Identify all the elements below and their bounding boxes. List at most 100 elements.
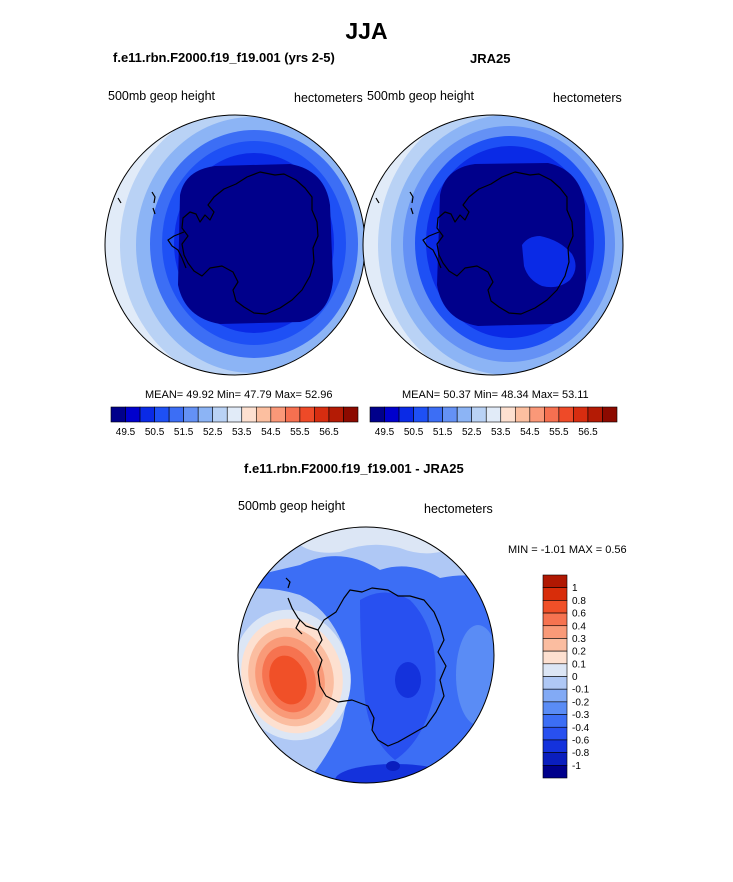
panel1-colorbar-swatch [285,406,301,423]
panel2-colorbar-tick-label: 54.5 [520,427,540,438]
panel3-colorbar-swatch [542,714,568,728]
panel3-colorbar-tick-label: -0.8 [572,748,590,759]
panel2-colorbar-swatch [500,406,516,423]
panel2-colorbar-tick-label: 50.5 [404,427,424,438]
panel3-colorbar-swatch [542,574,568,588]
panel1-colorbar-tick-label: 53.5 [232,427,252,438]
panel1-south-america-tip [117,191,156,215]
panel1-colorbar-swatch [226,406,243,423]
panel2-map [363,115,623,375]
panel1-colorbar-tick-label: 50.5 [145,427,165,438]
panel3-colorbar-tick-label: 0 [572,672,578,683]
panel1-title: f.e11.rbn.F2000.f19_f19.001 (yrs 2-5) [113,50,335,65]
panel1-colorbar-swatch [328,406,344,423]
panel1-colorbar-swatch [299,406,315,423]
panel2-colorbar-swatch [456,406,473,423]
panel2-colorbar-swatch [398,406,414,423]
panel1-colorbar-tick-label: 55.5 [290,427,310,438]
panel3-colorbar-tick-label: -0.6 [572,735,590,746]
panel1-colorbar-swatch [241,406,257,423]
panel1-antarctica-coast [181,171,319,315]
panel3-colorbar-swatch [542,612,568,627]
panel2-colorbar-swatch [471,406,487,423]
panel2-max-label: Max= [531,389,559,401]
panel3-colorbar-swatch [542,688,568,703]
panel2-colorbar-swatch [558,406,574,423]
panel2-south-america-tip [375,191,414,215]
panel1-left-label: 500mb geop height [108,89,216,103]
panel2-colorbar: 49.5 50.5 51.5 52.5 53.5 54.5 55.5 56.5 [369,406,618,438]
panel2-stats: MEAN= 50.37 Min= 48.34 Max= 53.11 [402,389,589,401]
panel3-title: f.e11.rbn.F2000.f19_f19.001 - JRA25 [244,461,464,476]
panel2-colorbar-swatch [587,406,603,423]
panel2-colorbar-tick-label: 49.5 [375,427,395,438]
panel2-mean-value: 50.37 [443,389,471,401]
panel3-min-value: -1.01 [540,544,566,556]
panel1-colorbar-tick-label: 54.5 [261,427,281,438]
panel1-colorbar-swatch [168,406,184,423]
panel3-colorbar-swatch [542,701,568,715]
panel3-colorbar-swatch [542,739,568,753]
panel3-colorbar-tick-label: 0.8 [572,596,586,607]
panel1-colorbar-swatch [212,406,228,423]
panel1-colorbar-swatch [343,406,359,423]
panel3-center-low-core [395,662,421,698]
panel3-max-label: MAX = [568,544,603,556]
panel1-colorbar-swatch [154,406,170,423]
panel1-max-label: Max= [274,389,302,401]
panel3-peninsula [287,597,319,635]
panel2-colorbar-tick-label: 55.5 [549,427,569,438]
panel2-colorbar-swatch [514,406,531,423]
panel3-colorbar-swatch [542,625,568,639]
panel3-colorbar: 1 0.8 0.60.4 0.3 0.20.1 0 -0.1-0.2 -0.3 -0.4-0.6… [542,574,590,779]
panel3-colorbar-tick-label: -1 [572,761,581,772]
panel3-colorbar-tick-label: -0.1 [572,685,590,696]
panel3-antarctica-coast [315,587,447,747]
panel2-colorbar-tick-label: 56.5 [578,427,598,438]
figure-title: JJA [345,18,388,44]
panel2-min-value: 48.34 [501,389,529,401]
panel1-min-label: Min= [216,389,242,401]
panel3-pos-0p5 [269,655,307,705]
panel3-colorbar-tick-label: 0.4 [572,621,586,632]
panel1-colorbar-tick-label: 49.5 [116,427,136,438]
panel1-mean-value: 49.92 [186,389,214,401]
panel2-colorbar-swatch [529,406,545,423]
panel3-colorbar-tick-label: 0.1 [572,659,586,670]
panel1-right-label: hectometers [294,91,363,105]
panel3-max-value: 0.56 [605,544,627,556]
panel2-right-label: hectometers [553,91,622,105]
panel1-peninsula [167,231,187,269]
panel3-colorbar-swatch [542,663,568,677]
panel1-low-core [178,164,333,324]
panel3-right-label: hectometers [424,502,493,516]
panel2-colorbar-swatch [384,406,400,423]
panel2-max-value: 53.11 [561,389,589,401]
panel3-colorbar-tick-label: -0.4 [572,723,590,734]
panel2-colorbar-swatch [573,406,589,423]
panel2-colorbar-swatch [485,406,502,423]
panel3-colorbar-swatch [542,752,568,766]
panel2-colorbar-swatch [413,406,429,423]
panel3-min-label: MIN = [508,544,538,556]
panel2-title: JRA25 [470,51,511,66]
panel1-max-value: 52.96 [304,389,333,401]
panel2-colorbar-tick-label: 51.5 [433,427,453,438]
panel1-colorbar-tick-label: 56.5 [319,427,339,438]
panel2-low-core [437,163,586,326]
panel2-antarctica-coast [436,171,574,315]
panel2-inner-contour [522,236,576,288]
panel2-colorbar-tick-label: 52.5 [462,427,482,438]
panel1-colorbar-tick-label: 52.5 [203,427,223,438]
panel3-colorbar-swatch [542,600,568,614]
panel3-colorbar-tick-label: -0.3 [572,710,590,721]
panel3-bottom-low-core [386,761,400,771]
panel2-colorbar-swatch [544,406,560,423]
panel1-colorbar-swatch [197,406,214,423]
panel3-colorbar-swatch [542,638,568,652]
panel2-colorbar-swatch [602,406,618,423]
panel2-colorbar-swatch [427,406,443,423]
panel3-colorbar-tick-label: 0.6 [572,609,586,620]
panel1-colorbar-tick-label: 51.5 [174,427,194,438]
